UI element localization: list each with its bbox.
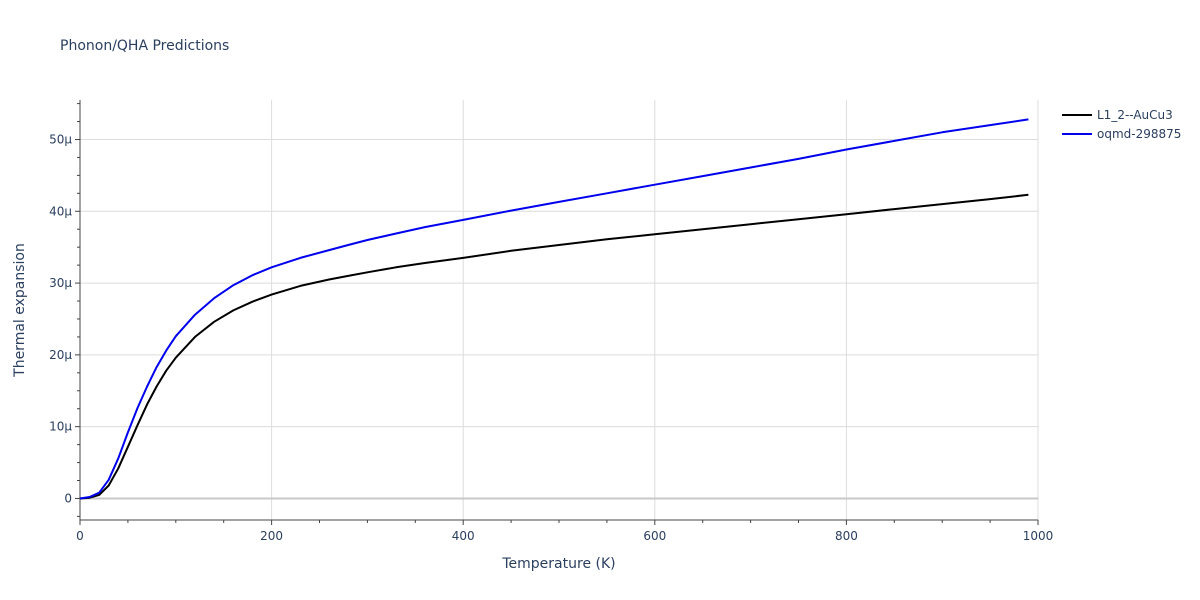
x-tick-label: 0: [76, 529, 84, 543]
legend-item-1[interactable]: L1_2--AuCu3: [1062, 108, 1173, 122]
y-axis-title: Thermal expansion: [12, 243, 28, 378]
y-tick-label: 20μ: [49, 348, 72, 362]
x-tick-label: 800: [835, 529, 858, 543]
y-tick-label: 10μ: [49, 420, 72, 434]
x-tick-label: 400: [452, 529, 475, 543]
chart-title: Phonon/QHA Predictions: [60, 38, 229, 54]
series-line-2[interactable]: [79, 118, 1029, 500]
y-tick-label: 0: [64, 491, 72, 505]
y-tick-label: 30μ: [49, 276, 72, 290]
x-tick-label: 600: [643, 529, 666, 543]
legend-label: oqmd-298875: [1097, 127, 1181, 141]
x-axis-title: Temperature (K): [501, 556, 615, 572]
tick-labels: 0 200 400 600 800 1000 0 10μ 20μ 30μ 40μ 50μ: [49, 132, 1053, 543]
grid-lines: [80, 100, 1039, 520]
legend[interactable]: L1_2--AuCu3 oqmd-298875: [1062, 108, 1181, 141]
y-tick-label: 40μ: [49, 204, 72, 218]
x-tick-label: 200: [260, 529, 283, 543]
x-tick-label: 1000: [1023, 529, 1054, 543]
axes: [75, 100, 1039, 525]
plot-area: [79, 118, 1029, 500]
series-line-1[interactable]: [79, 193, 1029, 500]
legend-label: L1_2--AuCu3: [1097, 108, 1173, 122]
legend-item-2[interactable]: oqmd-298875: [1062, 127, 1181, 141]
y-tick-label: 50μ: [49, 132, 72, 146]
